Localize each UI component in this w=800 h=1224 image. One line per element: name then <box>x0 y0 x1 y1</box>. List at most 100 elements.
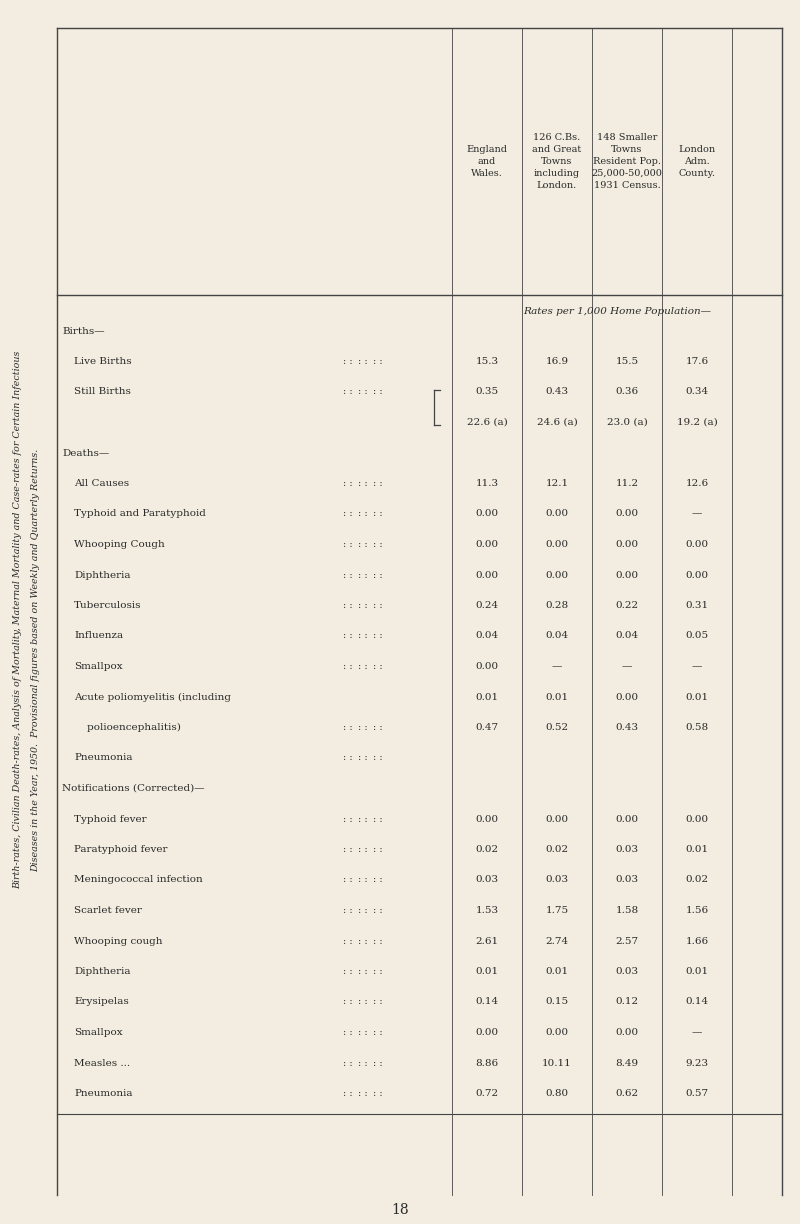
Text: 0.00: 0.00 <box>546 1028 569 1037</box>
Text: : :: : : <box>373 967 383 976</box>
Text: Diphtheria: Diphtheria <box>74 967 130 976</box>
Text: —: — <box>692 662 702 671</box>
Text: 0.05: 0.05 <box>686 632 709 640</box>
Text: 0.02: 0.02 <box>686 875 709 885</box>
Text: 23.0 (a): 23.0 (a) <box>606 419 647 427</box>
Text: 0.01: 0.01 <box>686 693 709 701</box>
Text: Scarlet fever: Scarlet fever <box>74 906 142 916</box>
Text: 0.15: 0.15 <box>546 998 569 1006</box>
Text: Measles ...: Measles ... <box>74 1059 130 1067</box>
Text: 9.23: 9.23 <box>686 1059 709 1067</box>
Text: : :: : : <box>343 570 353 579</box>
Text: 1.56: 1.56 <box>686 906 709 916</box>
Text: : :: : : <box>373 632 383 640</box>
Text: 15.3: 15.3 <box>475 357 498 366</box>
Text: 0.03: 0.03 <box>475 875 498 885</box>
Text: Typhoid and Paratyphoid: Typhoid and Paratyphoid <box>74 509 206 519</box>
Text: : :: : : <box>358 936 368 945</box>
Text: : :: : : <box>373 1059 383 1067</box>
Text: : :: : : <box>373 601 383 610</box>
Text: : :: : : <box>358 875 368 885</box>
Text: : :: : : <box>358 845 368 854</box>
Text: 0.00: 0.00 <box>475 814 498 824</box>
Text: : :: : : <box>343 936 353 945</box>
Text: 0.00: 0.00 <box>475 662 498 671</box>
Text: 126 C.Bs.
and Great
Towns
including
London.: 126 C.Bs. and Great Towns including Lond… <box>532 133 582 190</box>
Text: 0.28: 0.28 <box>546 601 569 610</box>
Text: : :: : : <box>373 1028 383 1037</box>
Text: : :: : : <box>343 723 353 732</box>
Text: 0.01: 0.01 <box>475 693 498 701</box>
Text: 0.01: 0.01 <box>686 845 709 854</box>
Text: Smallpox: Smallpox <box>74 662 122 671</box>
Text: 0.14: 0.14 <box>475 998 498 1006</box>
Text: : :: : : <box>343 479 353 488</box>
Text: 0.01: 0.01 <box>686 967 709 976</box>
Text: : :: : : <box>358 357 368 366</box>
Text: Whooping cough: Whooping cough <box>74 936 162 945</box>
Text: : :: : : <box>343 906 353 916</box>
Text: : :: : : <box>343 509 353 519</box>
Text: —: — <box>552 662 562 671</box>
Text: 0.12: 0.12 <box>615 998 638 1006</box>
Text: 148 Smaller
Towns
Resident Pop.
25,000-50,000
1931 Census.: 148 Smaller Towns Resident Pop. 25,000-5… <box>591 133 662 190</box>
Text: 0.00: 0.00 <box>615 1028 638 1037</box>
Text: Notifications (Corrected)—: Notifications (Corrected)— <box>62 785 205 793</box>
Text: —: — <box>692 509 702 519</box>
Text: 0.52: 0.52 <box>546 723 569 732</box>
Text: : :: : : <box>343 388 353 397</box>
Text: 1.75: 1.75 <box>546 906 569 916</box>
Text: : :: : : <box>358 906 368 916</box>
Text: Birth-rates, Civilian Death-rates, Analysis of Mortality, Maternal Mortality and: Birth-rates, Civilian Death-rates, Analy… <box>14 351 22 889</box>
Text: 0.31: 0.31 <box>686 601 709 610</box>
Text: 0.00: 0.00 <box>615 540 638 550</box>
Text: 0.62: 0.62 <box>615 1089 638 1098</box>
Text: : :: : : <box>358 1089 368 1098</box>
Text: 0.22: 0.22 <box>615 601 638 610</box>
Text: : :: : : <box>343 967 353 976</box>
Text: : :: : : <box>358 632 368 640</box>
Text: : :: : : <box>343 1059 353 1067</box>
Text: : :: : : <box>358 509 368 519</box>
Text: 0.00: 0.00 <box>475 540 498 550</box>
Text: 0.00: 0.00 <box>475 509 498 519</box>
Text: 0.43: 0.43 <box>546 388 569 397</box>
Text: 12.6: 12.6 <box>686 479 709 488</box>
Text: : :: : : <box>373 479 383 488</box>
Text: 0.57: 0.57 <box>686 1089 709 1098</box>
Text: : :: : : <box>343 814 353 824</box>
Text: 0.00: 0.00 <box>546 509 569 519</box>
Text: 0.03: 0.03 <box>546 875 569 885</box>
Text: : :: : : <box>373 845 383 854</box>
Text: England
and
Wales.: England and Wales. <box>466 146 507 177</box>
Text: : :: : : <box>373 906 383 916</box>
Text: 0.02: 0.02 <box>475 845 498 854</box>
Text: : :: : : <box>373 662 383 671</box>
Text: 0.01: 0.01 <box>546 693 569 701</box>
Text: 22.6 (a): 22.6 (a) <box>466 419 507 427</box>
Text: : :: : : <box>343 875 353 885</box>
Text: 16.9: 16.9 <box>546 357 569 366</box>
Text: 0.03: 0.03 <box>615 875 638 885</box>
Text: 0.34: 0.34 <box>686 388 709 397</box>
Text: All Causes: All Causes <box>74 479 129 488</box>
Text: Smallpox: Smallpox <box>74 1028 122 1037</box>
Text: 2.61: 2.61 <box>475 936 498 945</box>
Text: 11.3: 11.3 <box>475 479 498 488</box>
Text: 0.00: 0.00 <box>615 814 638 824</box>
Text: Rates per 1,000 Home Population—: Rates per 1,000 Home Population— <box>523 306 711 316</box>
Text: Typhoid fever: Typhoid fever <box>74 814 146 824</box>
Text: : :: : : <box>373 570 383 579</box>
Text: : :: : : <box>343 754 353 763</box>
Text: : :: : : <box>373 998 383 1006</box>
Text: 0.35: 0.35 <box>475 388 498 397</box>
Text: 0.04: 0.04 <box>546 632 569 640</box>
Text: 0.00: 0.00 <box>686 570 709 579</box>
Text: 0.72: 0.72 <box>475 1089 498 1098</box>
Text: 2.74: 2.74 <box>546 936 569 945</box>
Text: Births—: Births— <box>62 327 105 335</box>
Text: Erysipelas: Erysipelas <box>74 998 129 1006</box>
Text: 15.5: 15.5 <box>615 357 638 366</box>
Text: : :: : : <box>373 388 383 397</box>
Text: 0.00: 0.00 <box>546 570 569 579</box>
